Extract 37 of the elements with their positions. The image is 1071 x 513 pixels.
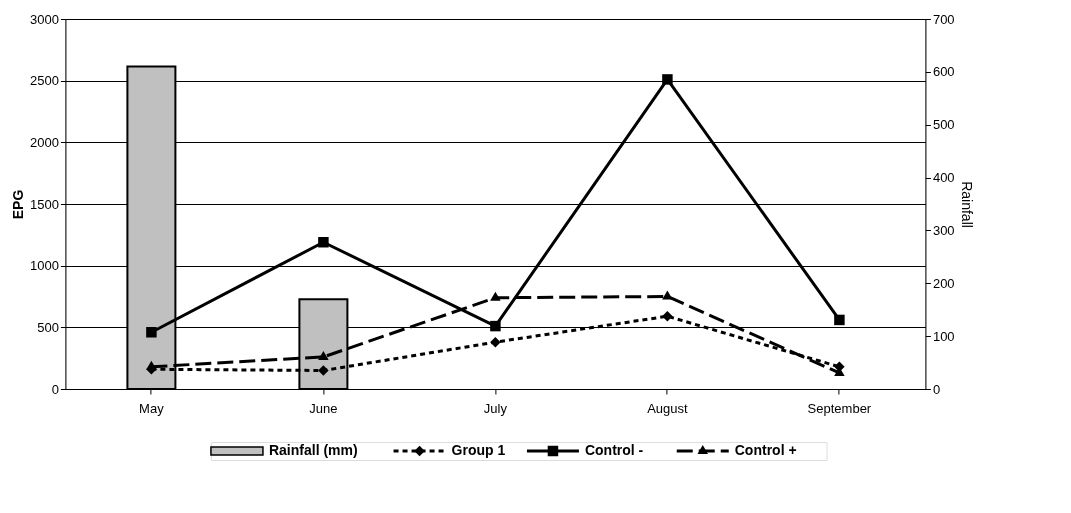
x-tick-label: August (647, 400, 689, 416)
point (490, 336, 501, 348)
x-tick-label: July (483, 400, 508, 416)
point (490, 291, 501, 301)
y-tick-label: 2500 (29, 73, 59, 89)
point (662, 310, 673, 322)
y2-tick-label: 700 (932, 11, 955, 27)
y-tick-label: 1500 (29, 196, 59, 212)
point (662, 74, 673, 85)
legend-label: Group 1 (451, 442, 506, 458)
point (834, 314, 845, 326)
x-tick-label: September (807, 400, 872, 416)
point (318, 350, 329, 360)
point (318, 365, 329, 376)
x-tick-label: May (139, 400, 165, 416)
y2-tick-label: 300 (932, 222, 955, 238)
y2-tick-label: 600 (932, 64, 955, 80)
y2-tick-label: 400 (932, 170, 955, 186)
y2-tick-label: 0 (932, 381, 941, 397)
legend-label: Control - (584, 442, 644, 458)
y2-axis-title: Rainfall (958, 181, 975, 228)
y-tick-label: 2000 (29, 134, 59, 150)
y-tick-label: 0 (51, 381, 59, 397)
y-tick-label: 1000 (29, 258, 59, 274)
y-tick-label: 3000 (29, 11, 59, 27)
legend-label: Control + (734, 442, 797, 458)
point (146, 327, 157, 338)
x-tick-label: June (309, 400, 338, 416)
y-tick-label: 500 (37, 319, 59, 335)
point (490, 320, 501, 332)
y-axis-title: EPG (9, 189, 26, 220)
legend-label: Rainfall (mm) (268, 442, 358, 458)
y2-tick-label: 100 (932, 328, 955, 344)
y2-tick-label: 500 (932, 117, 955, 133)
point (318, 236, 329, 248)
y2-tick-label: 200 (932, 275, 955, 291)
point (662, 290, 673, 300)
